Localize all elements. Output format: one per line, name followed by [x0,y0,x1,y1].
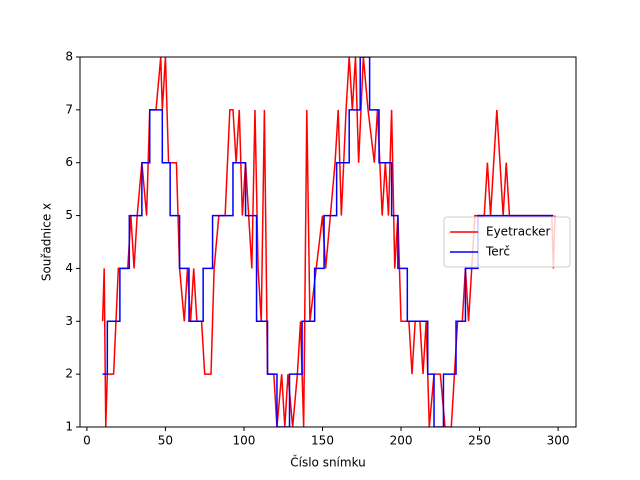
series-line [102,57,554,427]
plot-frame [79,56,577,428]
x-tick-label: 200 [390,434,413,448]
x-tick-label: 150 [311,434,334,448]
y-tick-label: 7 [65,102,73,116]
y-tick-label: 1 [65,420,73,434]
y-tick-label: 6 [65,155,73,169]
x-tick-label: 50 [158,434,173,448]
legend-box [443,216,571,268]
x-tick-label: 100 [233,434,256,448]
y-tick-label: 8 [65,50,73,64]
y-tick-label: 4 [65,261,73,275]
y-axis-label: Souřadnice x [40,203,54,281]
y-tick-label: 3 [65,314,73,328]
y-tick-label: 5 [65,208,73,222]
x-axis-label: Číslo snímku [290,455,366,470]
x-tick-label: 250 [468,434,491,448]
legend-label: Eyetracker [486,225,551,239]
legend-label: Terč [485,245,510,259]
y-tick-label: 2 [65,367,73,381]
x-tick-label: 300 [547,434,570,448]
plot-lines [101,57,556,427]
x-tick-label: 0 [83,434,91,448]
